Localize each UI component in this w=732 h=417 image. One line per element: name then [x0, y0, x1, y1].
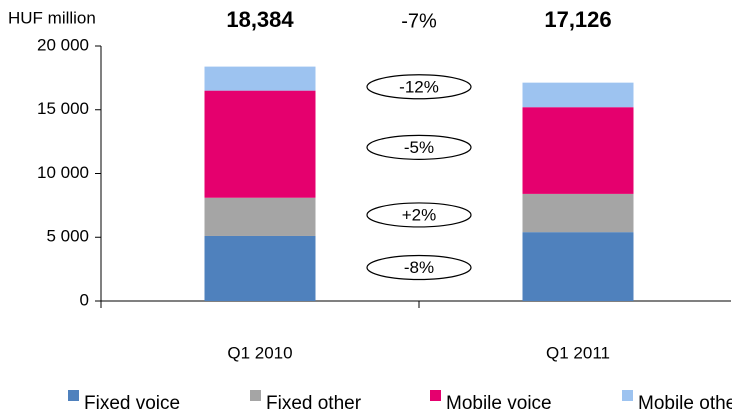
bar-segment	[522, 232, 634, 301]
legend-swatch	[68, 390, 79, 401]
x-tick-label: Q1 2011	[546, 343, 610, 362]
bar-segment	[204, 90, 316, 198]
legend-swatch	[622, 390, 633, 401]
bar-segment	[522, 193, 634, 233]
legend-swatch	[250, 390, 261, 401]
legend-label: Fixed voice	[84, 393, 180, 414]
total-label: 18,384	[226, 7, 294, 32]
total-label: 17,126	[544, 7, 611, 32]
change-oval	[366, 202, 472, 228]
change-label: -5%	[404, 138, 434, 157]
legend-label: Fixed other	[266, 393, 362, 414]
chart-title: HUF million	[8, 8, 96, 27]
y-tick-label: 20 000	[37, 35, 89, 54]
y-tick-label: 10 000	[37, 163, 89, 182]
legend-label: Mobile other	[638, 393, 732, 414]
y-tick-label: 0	[80, 290, 89, 309]
change-oval	[366, 74, 472, 100]
change-label: -8%	[404, 258, 434, 277]
y-tick-label: 5 000	[46, 227, 89, 246]
change-oval	[366, 134, 472, 160]
y-tick-label: 15 000	[37, 99, 89, 118]
legend-label: Mobile voice	[446, 393, 552, 414]
bar-segment	[522, 82, 634, 108]
bar-segment	[204, 66, 316, 91]
bar-segment	[204, 197, 316, 236]
bar-segment	[204, 235, 316, 301]
change-label: +2%	[402, 205, 437, 224]
bar-segment	[522, 107, 634, 194]
x-tick-label: Q1 2010	[227, 343, 292, 362]
legend-swatch	[430, 390, 441, 401]
change-label: -12%	[399, 77, 439, 96]
total-change: -7%	[401, 10, 437, 32]
change-oval	[366, 254, 472, 281]
